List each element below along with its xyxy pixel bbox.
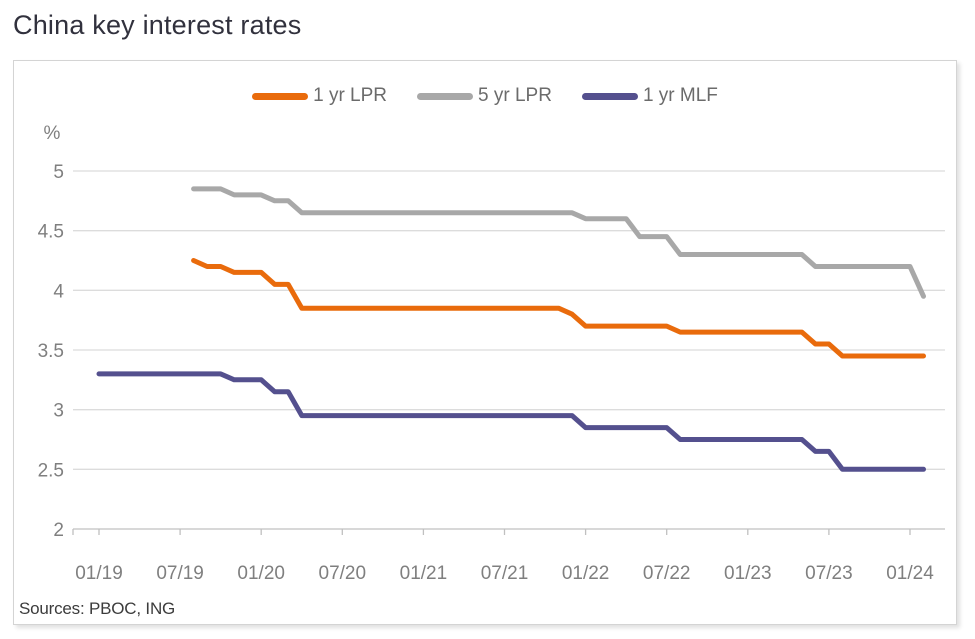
y-axis-unit-label: % [44,123,61,144]
y-tick-label: 3.5 [38,341,64,362]
chart-panel: 1 yr LPR 5 yr LPR 1 yr MLF 2 2.5 3 3.5 4 4.5 5% 0… [13,60,957,625]
x-tick-label: 01/21 [400,563,448,584]
y-tick-label: 2 [53,520,64,541]
x-tick-label: 07/21 [481,563,529,584]
series-line-1-yr-lpr [191,258,926,359]
y-tick-label: 4.5 [38,222,64,243]
x-tick-label: 01/19 [75,563,123,584]
source-note: Sources: PBOC, ING [19,599,176,618]
legend-item-5-yr-lpr: 5 yr LPR [417,85,552,107]
x-tick-label: 01/20 [237,563,285,584]
legend-item-1-yr-mlf: 1 yr MLF [581,85,718,107]
legend-label: 1 yr MLF [642,85,718,106]
legend-item-1-yr-lpr: 1 yr LPR [252,85,387,107]
x-tick-label: 07/19 [156,563,204,584]
legend-label: 1 yr LPR [313,85,388,106]
y-tick-label: 4 [53,281,64,302]
x-tick-label: 01/23 [724,563,772,584]
y-tick-label: 5 [53,162,64,183]
y-tick-label: 3 [53,401,64,422]
legend-swatch-icon [252,92,309,100]
series-line-1-yr-mlf [96,371,926,472]
x-tick-label: 07/20 [319,563,367,584]
legend-swatch-icon [581,92,638,100]
legend-label: 5 yr LPR [478,85,552,106]
legend-swatch-icon [417,92,474,100]
x-tick-label: 01/22 [562,563,610,584]
page-title: China key interest rates [13,10,302,40]
x-tick-label: 07/22 [643,563,691,584]
series-line-5-yr-lpr [191,186,926,299]
y-tick-label: 2.5 [38,460,64,481]
chart-legend: 1 yr LPR 5 yr LPR 1 yr MLF [14,85,956,107]
x-tick-label: 07/23 [805,563,853,584]
x-tick-label: 01/24 [886,563,934,584]
chart-canvas: 2 2.5 3 3.5 4 4.5 5% 01/19 07/19 01/20 07/20 01/21 0… [38,123,945,584]
